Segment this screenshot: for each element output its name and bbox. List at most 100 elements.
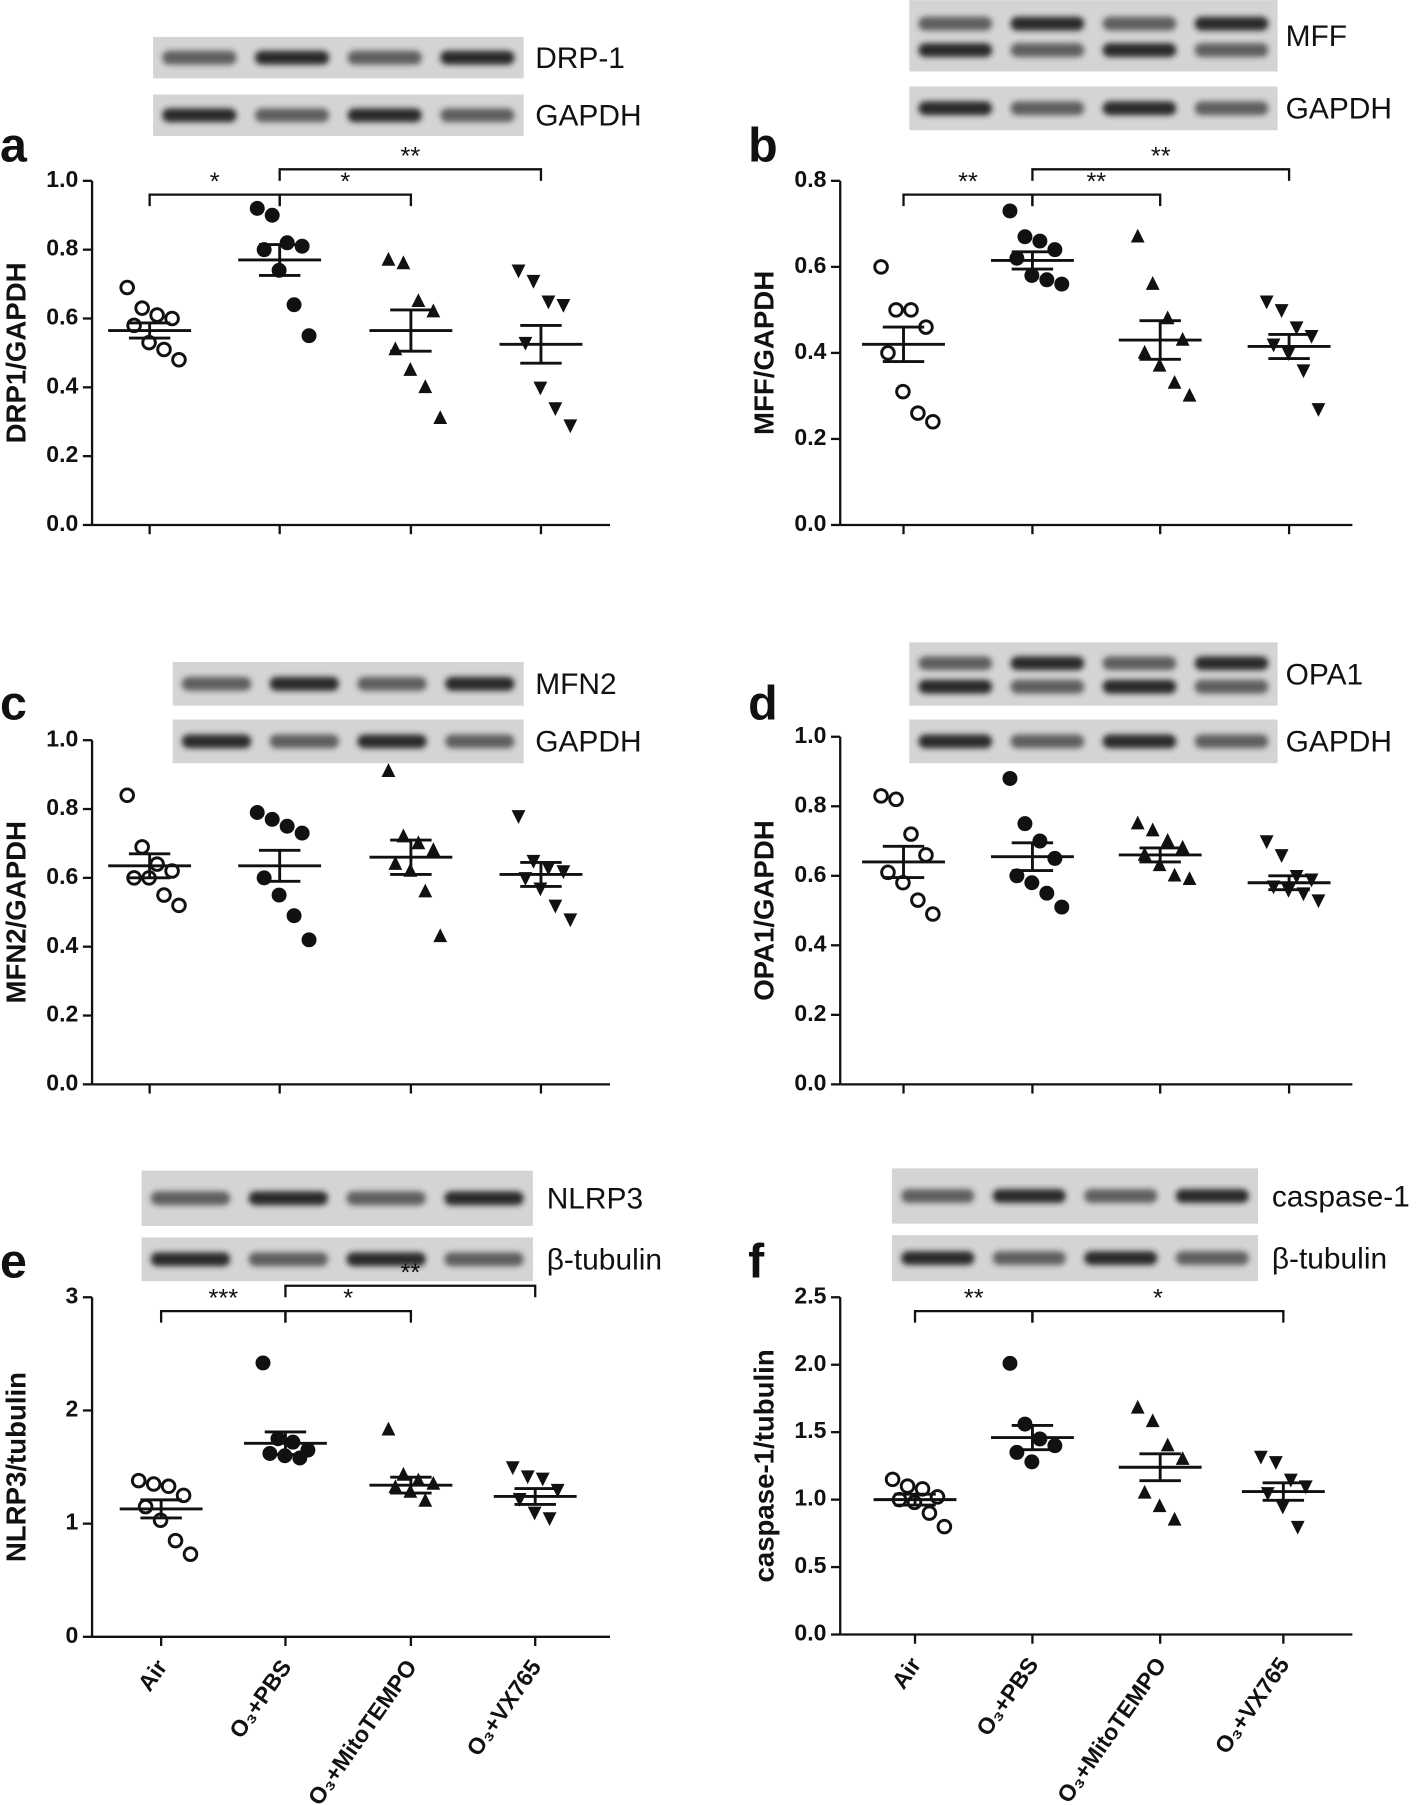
point — [255, 1355, 271, 1371]
point — [1047, 850, 1063, 866]
significance-label: * — [343, 1284, 353, 1312]
blot-label: MFF — [1286, 20, 1347, 53]
blot-band — [248, 1252, 329, 1267]
y-tick-label: 1.0 — [46, 166, 78, 192]
point — [1024, 267, 1040, 283]
significance-label: ** — [400, 143, 420, 171]
blot-label: GAPDH — [1286, 93, 1392, 126]
point — [286, 908, 302, 924]
y-tick-label: 1.0 — [46, 725, 78, 751]
point — [1152, 357, 1167, 372]
point — [921, 1505, 938, 1521]
point — [1289, 321, 1304, 336]
y-tick-label: 1 — [65, 1509, 78, 1535]
significance-label: ** — [964, 1284, 984, 1312]
point — [156, 887, 172, 903]
point — [411, 835, 426, 850]
point — [134, 839, 150, 855]
panel-letter: b — [748, 118, 778, 172]
blot-band — [444, 1191, 524, 1206]
point — [1032, 833, 1048, 849]
point — [1296, 364, 1311, 379]
panel-letter: c — [0, 676, 27, 730]
point — [1160, 1437, 1175, 1452]
point — [301, 328, 317, 344]
blot-band — [992, 1251, 1066, 1266]
point — [1002, 1355, 1018, 1371]
blot-band — [1084, 1251, 1158, 1266]
blot-band — [1010, 679, 1085, 694]
blot-band — [445, 734, 515, 749]
point — [1167, 867, 1182, 882]
blot-band — [1102, 656, 1177, 671]
blot-band — [346, 1191, 426, 1206]
point — [1047, 242, 1063, 258]
y-tick-label: 0.5 — [794, 1552, 826, 1578]
point — [884, 1471, 901, 1488]
blot-band — [254, 108, 330, 123]
point — [167, 1532, 184, 1549]
point — [1268, 1456, 1283, 1470]
point — [264, 207, 280, 223]
point — [1160, 310, 1175, 325]
blot-band — [254, 50, 330, 65]
point — [388, 856, 403, 870]
point — [171, 897, 187, 914]
blot-band — [162, 108, 237, 123]
point — [249, 200, 265, 216]
blot-background — [909, 0, 1278, 72]
point — [903, 302, 919, 318]
point — [1009, 1444, 1025, 1460]
y-tick-label: 2 — [65, 1396, 78, 1422]
point — [294, 825, 310, 841]
blot-band — [346, 1252, 426, 1267]
point — [1054, 276, 1070, 292]
blot-band — [1175, 1189, 1249, 1203]
point — [286, 297, 302, 313]
blot-band — [1084, 1189, 1158, 1203]
point — [388, 341, 403, 356]
y-tick-label: 0.0 — [794, 510, 826, 536]
point — [403, 362, 418, 376]
point — [1024, 1454, 1040, 1470]
point — [1283, 1473, 1298, 1488]
x-tick-label: O₃+PBS — [971, 1652, 1043, 1740]
significance-bracket — [913, 1309, 1034, 1323]
blot-band — [181, 734, 252, 749]
significance-label: * — [1153, 1284, 1163, 1312]
blot-band — [1102, 43, 1177, 57]
point — [1253, 1450, 1268, 1465]
y-tick-label: 0.2 — [46, 441, 78, 467]
blot-band — [1010, 43, 1085, 57]
blot-band — [440, 50, 515, 65]
point — [396, 255, 411, 270]
point — [137, 1498, 154, 1515]
point — [910, 892, 926, 908]
y-tick-label: 2.0 — [794, 1350, 826, 1376]
blot-band — [1010, 16, 1085, 31]
blot-label: β-tubulin — [547, 1244, 662, 1277]
point — [542, 1512, 557, 1527]
point — [563, 913, 578, 928]
point — [145, 1476, 162, 1492]
point — [533, 381, 548, 396]
point — [1160, 832, 1175, 847]
point — [411, 293, 426, 308]
point — [433, 928, 448, 943]
point — [418, 379, 433, 394]
point — [548, 402, 563, 417]
point — [563, 419, 578, 434]
point — [426, 842, 441, 857]
point — [1024, 875, 1040, 891]
y-tick-label: 0.8 — [46, 794, 78, 820]
significance-bracket — [159, 1309, 287, 1323]
point — [1311, 894, 1326, 909]
point — [1130, 228, 1145, 243]
panel-letter: d — [748, 676, 778, 730]
point — [936, 1518, 953, 1535]
blot-band — [1194, 43, 1269, 57]
y-tick-label: 3 — [65, 1282, 78, 1308]
significance-label: ** — [1086, 168, 1106, 196]
blot-band — [918, 656, 993, 671]
point — [294, 238, 310, 254]
